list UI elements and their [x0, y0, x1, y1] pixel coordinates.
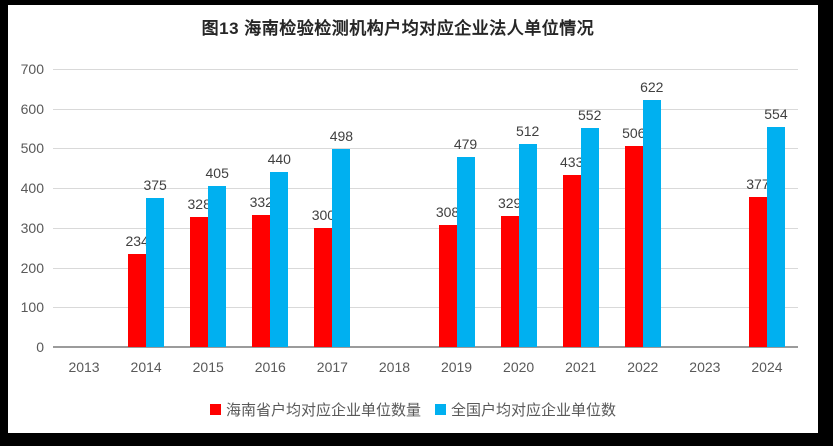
bar-2016-series1 — [270, 172, 289, 347]
y-axis-tick-100: 100 — [20, 299, 44, 316]
gridline-200 — [53, 267, 798, 269]
bar-label-2016-series0: 332 — [249, 194, 273, 211]
x-axis-tick-2013: 2013 — [68, 359, 100, 375]
y-axis-tick-0: 0 — [36, 339, 44, 355]
x-axis-tick-2023: 2023 — [689, 359, 721, 375]
x-axis-tick-2017: 2017 — [316, 359, 348, 375]
legend-label-0: 海南省户均对应企业单位数量 — [225, 402, 421, 419]
legend-swatch-1 — [435, 404, 446, 415]
bar-label-2017-series1: 498 — [329, 128, 354, 145]
bar-label-2017-series0: 300 — [311, 206, 336, 223]
x-axis-tick-2015: 2015 — [192, 359, 224, 375]
bar-label-2014-series0: 234 — [125, 233, 149, 250]
bar-label-2024-series1: 554 — [764, 105, 788, 122]
x-axis-tick-2019: 2019 — [440, 359, 473, 375]
bar-label-2019-series0: 308 — [435, 203, 460, 220]
gridline-100 — [53, 307, 798, 309]
bar-label-2015-series1: 405 — [205, 165, 229, 182]
bar-2014-series0 — [128, 254, 147, 347]
x-axis-tick-2016: 2016 — [254, 359, 286, 375]
y-axis-tick-300: 300 — [20, 219, 44, 236]
chart-legend: 海南省户均对应企业单位数量 全国户均对应企业单位数 — [8, 399, 818, 420]
bar-label-2019-series1: 479 — [453, 135, 478, 152]
x-axis-tick-2021: 2021 — [565, 359, 597, 375]
bar-label-2020-series1: 512 — [515, 122, 540, 139]
bar-2019-series0 — [438, 224, 457, 347]
bar-2021-series1 — [580, 127, 599, 347]
x-axis-tick-2014: 2014 — [130, 359, 162, 375]
gridline-400 — [53, 188, 798, 190]
y-axis-tick-700: 700 — [20, 61, 44, 77]
x-axis-tick-2018: 2018 — [378, 359, 411, 375]
gridline-600 — [53, 108, 798, 110]
y-axis-tick-400: 400 — [20, 180, 44, 197]
x-axis-tick-2020: 2020 — [503, 359, 535, 375]
bar-2022-series0 — [624, 146, 643, 347]
x-axis-tick-2022: 2022 — [627, 359, 659, 375]
y-axis-tick-200: 200 — [20, 259, 44, 276]
y-axis-tick-600: 600 — [20, 100, 44, 117]
bar-label-2021-series1: 552 — [578, 106, 602, 123]
bar-2020-series0 — [500, 216, 519, 347]
bar-label-2020-series0: 329 — [497, 195, 522, 212]
bar-label-2022-series0: 506 — [622, 125, 646, 142]
bar-2020-series1 — [518, 143, 537, 347]
legend-swatch-0 — [209, 404, 221, 415]
bar-2019-series1 — [456, 156, 475, 347]
bar-2021-series0 — [562, 175, 581, 347]
bar-label-2015-series0: 328 — [187, 195, 211, 212]
legend-item-0: 海南省户均对应企业单位数量 — [209, 399, 421, 420]
bar-2024-series1 — [766, 126, 785, 347]
bar-2017-series0 — [314, 227, 333, 347]
bar-label-2022-series1: 622 — [640, 78, 664, 95]
bar-2015-series1 — [208, 186, 227, 347]
legend-label-1: 全国户均对应企业单位数 — [451, 402, 617, 419]
bar-2014-series1 — [146, 198, 165, 347]
x-axis-tick-2024: 2024 — [751, 359, 783, 375]
gridline-0 — [53, 346, 798, 348]
bar-label-2021-series0: 433 — [560, 154, 584, 171]
bar-label-2024-series0: 377 — [746, 176, 770, 193]
gridline-700 — [53, 69, 798, 70]
plot-area: 0 100 200 300 400 500 600 700 2013 2014 2015 2016 20… — [8, 5, 818, 433]
legend-item-1: 全国户均对应企业单位数 — [435, 399, 616, 420]
bar-2017-series1 — [332, 149, 351, 347]
bar-2022-series1 — [642, 99, 661, 347]
y-axis-tick-500: 500 — [20, 140, 44, 157]
bar-2024-series0 — [748, 197, 767, 347]
bar-2016-series0 — [252, 215, 271, 347]
bar-label-2016-series1: 440 — [267, 151, 291, 168]
gridline-300 — [53, 227, 798, 229]
bar-2015-series0 — [190, 216, 209, 347]
chart-title: 图13 海南检验检测机构户均对应企业法人单位情况 — [201, 19, 595, 38]
chart-canvas: 图13 海南检验检测机构户均对应企业法人单位情况 0 100 200 300 400 50… — [8, 5, 818, 433]
bar-label-2014-series1: 375 — [143, 177, 167, 194]
gridline-500 — [53, 148, 798, 150]
